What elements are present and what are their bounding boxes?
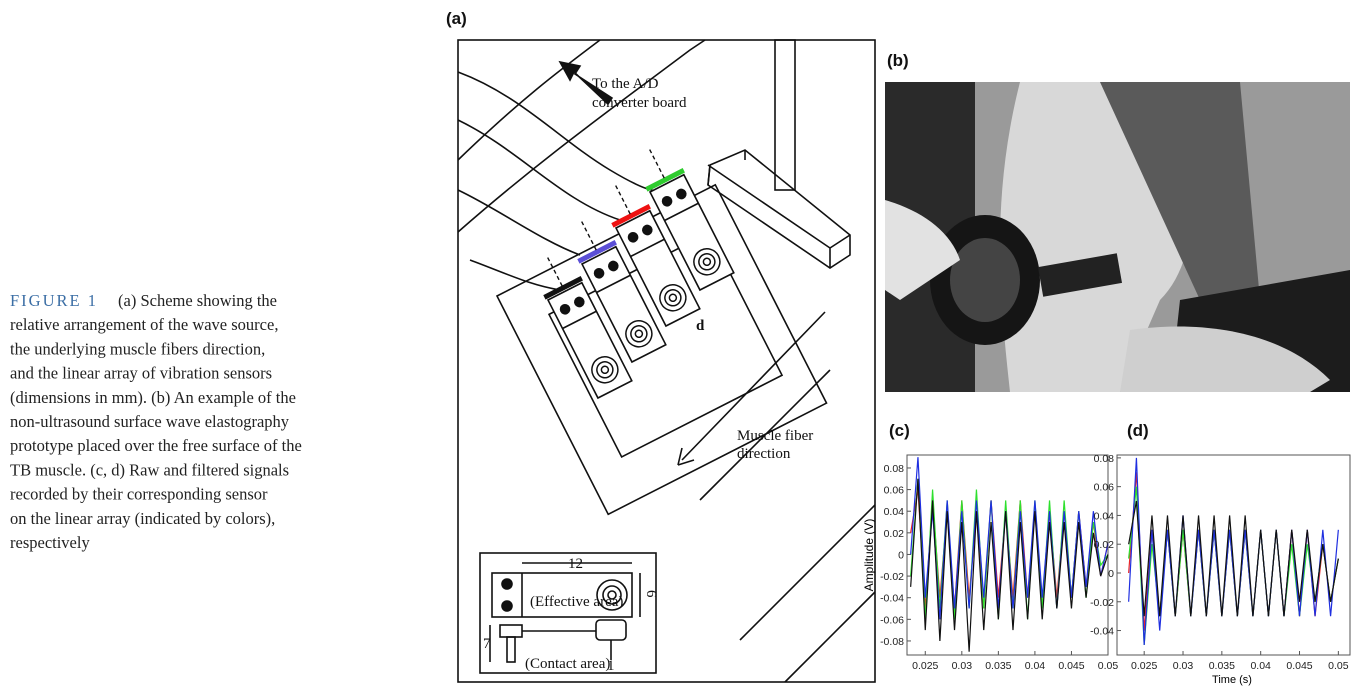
figure-page: FIGURE 1 (a) Scheme showing the relative … xyxy=(0,0,1362,687)
caption-line: respectively xyxy=(10,533,90,552)
y-tick-label: -0.06 xyxy=(880,614,904,626)
x-tick-label: 0.045 xyxy=(1058,660,1084,672)
fiber-line xyxy=(785,592,875,682)
wire xyxy=(458,120,620,220)
x-tick-label: 0.035 xyxy=(1209,660,1235,672)
caption-line: and the linear array of vibration sensor… xyxy=(10,364,272,383)
panel-label: (d) xyxy=(1127,421,1149,440)
y-tick-label: 0.06 xyxy=(1094,482,1115,494)
y-tick-label: -0.04 xyxy=(880,593,904,605)
scheme xyxy=(458,40,875,682)
caption-line: (dimensions in mm). (b) An example of th… xyxy=(10,388,296,407)
annotation: To the A/D xyxy=(592,76,659,92)
sensor-pin xyxy=(502,579,512,589)
panel-label: (b) xyxy=(887,51,909,70)
fiber-line xyxy=(740,505,875,640)
y-tick-label: 0.08 xyxy=(1094,453,1115,465)
pole-base-edge xyxy=(708,150,850,268)
sensor-pin xyxy=(502,601,512,611)
annotation: Muscle fiber xyxy=(737,428,813,444)
annotation: (Effective area) xyxy=(530,594,623,610)
x-tick-label: 0.03 xyxy=(952,660,973,672)
caption-line: prototype placed over the free surface o… xyxy=(10,436,302,455)
panel-label: (a) xyxy=(446,9,467,28)
dimension-label: 12 xyxy=(568,556,583,572)
contact-part xyxy=(596,620,626,640)
sensor-lead xyxy=(581,220,596,250)
caption-line: recorded by their corresponding sensor xyxy=(10,485,268,504)
x-tick-label: 0.04 xyxy=(1025,660,1046,672)
x-axis-label: Time (s) xyxy=(1212,674,1252,686)
wire xyxy=(458,190,580,255)
y-tick-label: -0.04 xyxy=(1090,626,1114,638)
wire xyxy=(458,40,600,160)
x-tick-label: 0.025 xyxy=(1131,660,1157,672)
wire xyxy=(470,260,560,290)
y-tick-label: -0.08 xyxy=(880,636,904,648)
x-tick-label: 0.05 xyxy=(1098,660,1119,672)
y-tick-label: 0.08 xyxy=(884,463,905,475)
pole-base xyxy=(708,150,850,268)
caption-line: (a) Scheme showing the xyxy=(118,291,277,310)
caption-line: the underlying muscle fibers direction, xyxy=(10,339,265,358)
x-tick-label: 0.05 xyxy=(1328,660,1349,672)
dimension-label: 1 xyxy=(607,658,615,674)
caption-line: non-ultrasound surface wave elastography xyxy=(10,412,290,431)
plot-frame xyxy=(1117,455,1350,655)
figure-label: FIGURE 1 xyxy=(10,291,98,310)
sensor-lead xyxy=(547,256,562,286)
contact-part xyxy=(507,637,515,662)
y-tick-label: 0.06 xyxy=(884,485,905,497)
dimension-label: 6 xyxy=(643,590,659,598)
y-tick-label: -0.02 xyxy=(1090,597,1114,609)
y-tick-label: 0 xyxy=(1108,568,1114,580)
x-tick-label: 0.035 xyxy=(985,660,1011,672)
caption-line: relative arrangement of the wave source, xyxy=(10,315,278,334)
caption-line: on the linear array (indicated by colors… xyxy=(10,509,275,528)
annotation: (Contact area) xyxy=(525,656,610,672)
annotation: converter board xyxy=(592,95,687,111)
y-tick-label: 0.02 xyxy=(884,528,905,540)
y-tick-label: -0.02 xyxy=(880,571,904,583)
y-tick-label: 0.04 xyxy=(884,506,905,518)
annotation: d xyxy=(696,318,705,334)
x-tick-label: 0.04 xyxy=(1250,660,1271,672)
caption-line: TB muscle. (c, d) Raw and filtered signa… xyxy=(10,460,289,479)
y-tick-label: 0.04 xyxy=(1094,510,1115,522)
x-tick-label: 0.03 xyxy=(1173,660,1194,672)
x-tick-label: 0.025 xyxy=(912,660,938,672)
photo xyxy=(885,82,1350,392)
panel-label: (c) xyxy=(889,421,910,440)
sensor-lead xyxy=(649,148,664,178)
annotation: direction xyxy=(737,446,791,462)
y-tick-label: 0 xyxy=(898,549,904,561)
scheme-frame xyxy=(458,40,875,682)
x-tick-label: 0.045 xyxy=(1286,660,1312,672)
photo-device xyxy=(950,238,1020,322)
contact-part xyxy=(500,625,522,637)
dimension-label: 7 xyxy=(483,636,491,652)
pole xyxy=(775,40,795,190)
y-tick-label: 0.02 xyxy=(1094,539,1115,551)
sensor-lead xyxy=(615,184,630,214)
y-axis-label: Amplitude (V) xyxy=(862,519,876,592)
